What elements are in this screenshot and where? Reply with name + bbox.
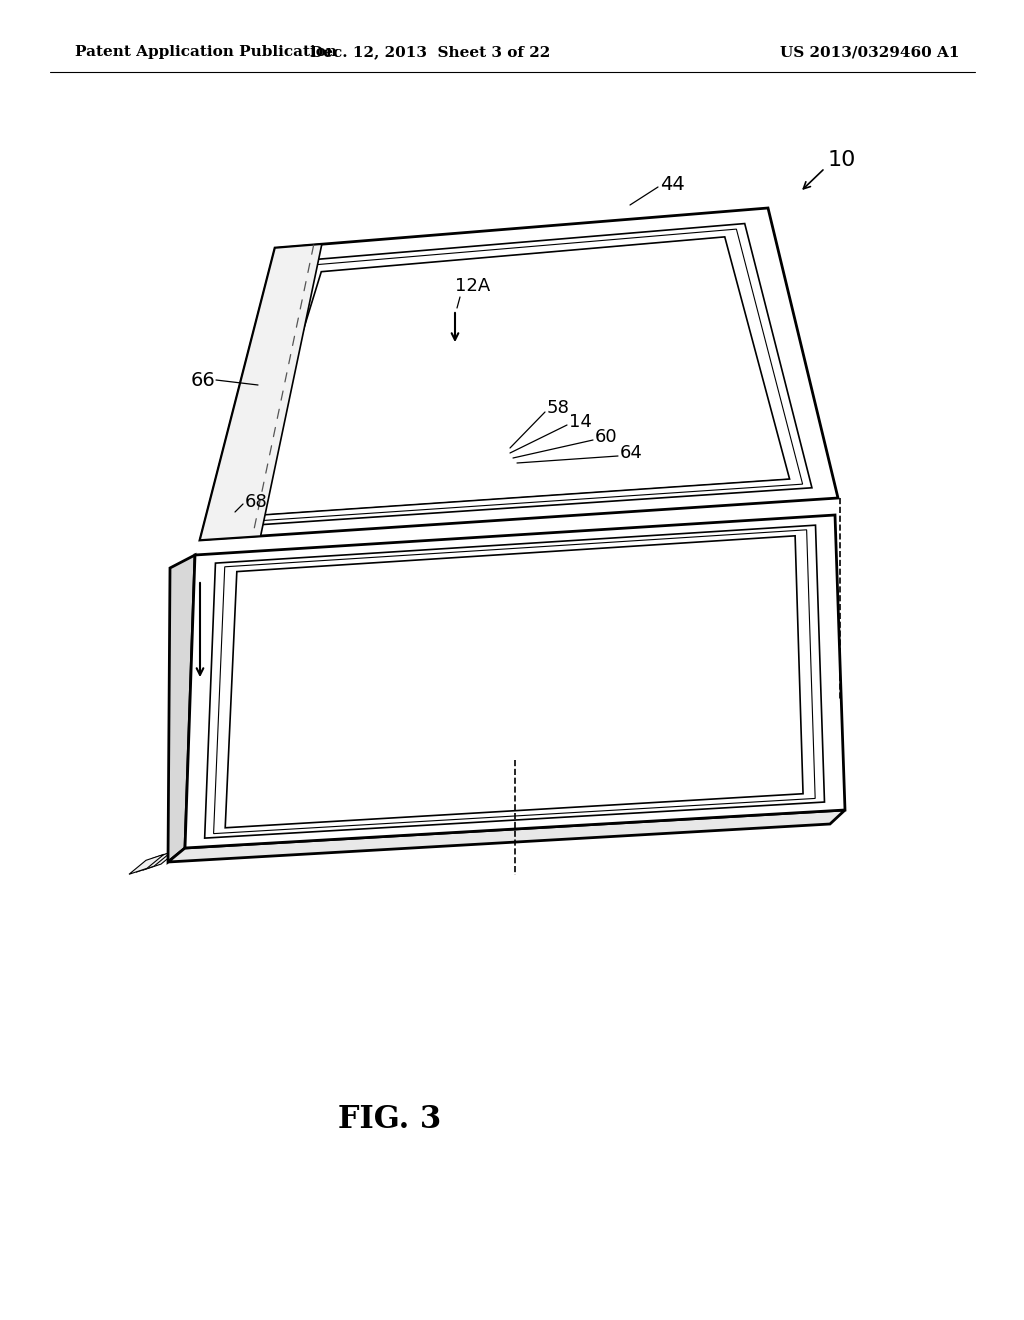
Polygon shape (225, 223, 812, 527)
Text: Patent Application Publication: Patent Application Publication (75, 45, 337, 59)
Text: 14: 14 (569, 413, 592, 432)
Polygon shape (136, 853, 171, 873)
Polygon shape (168, 810, 845, 862)
Text: 60: 60 (595, 428, 617, 446)
Text: FIG. 3: FIG. 3 (338, 1105, 441, 1135)
Polygon shape (225, 536, 803, 828)
Text: US 2013/0329460 A1: US 2013/0329460 A1 (780, 45, 961, 59)
Polygon shape (233, 230, 803, 523)
Text: 68: 68 (245, 492, 267, 511)
Polygon shape (185, 515, 845, 847)
Text: 10: 10 (828, 150, 856, 170)
Polygon shape (249, 239, 786, 515)
Polygon shape (143, 850, 178, 870)
Text: 64: 64 (620, 444, 643, 462)
Text: Dec. 12, 2013  Sheet 3 of 22: Dec. 12, 2013 Sheet 3 of 22 (310, 45, 550, 59)
Polygon shape (214, 529, 815, 834)
Polygon shape (200, 209, 838, 540)
Polygon shape (205, 525, 824, 838)
Text: 44: 44 (660, 174, 685, 194)
Polygon shape (200, 244, 322, 540)
Text: 58: 58 (547, 399, 570, 417)
Polygon shape (168, 554, 195, 862)
Polygon shape (246, 236, 790, 516)
Text: 66: 66 (190, 371, 215, 389)
Polygon shape (129, 854, 164, 874)
Text: 12A: 12A (455, 277, 490, 294)
